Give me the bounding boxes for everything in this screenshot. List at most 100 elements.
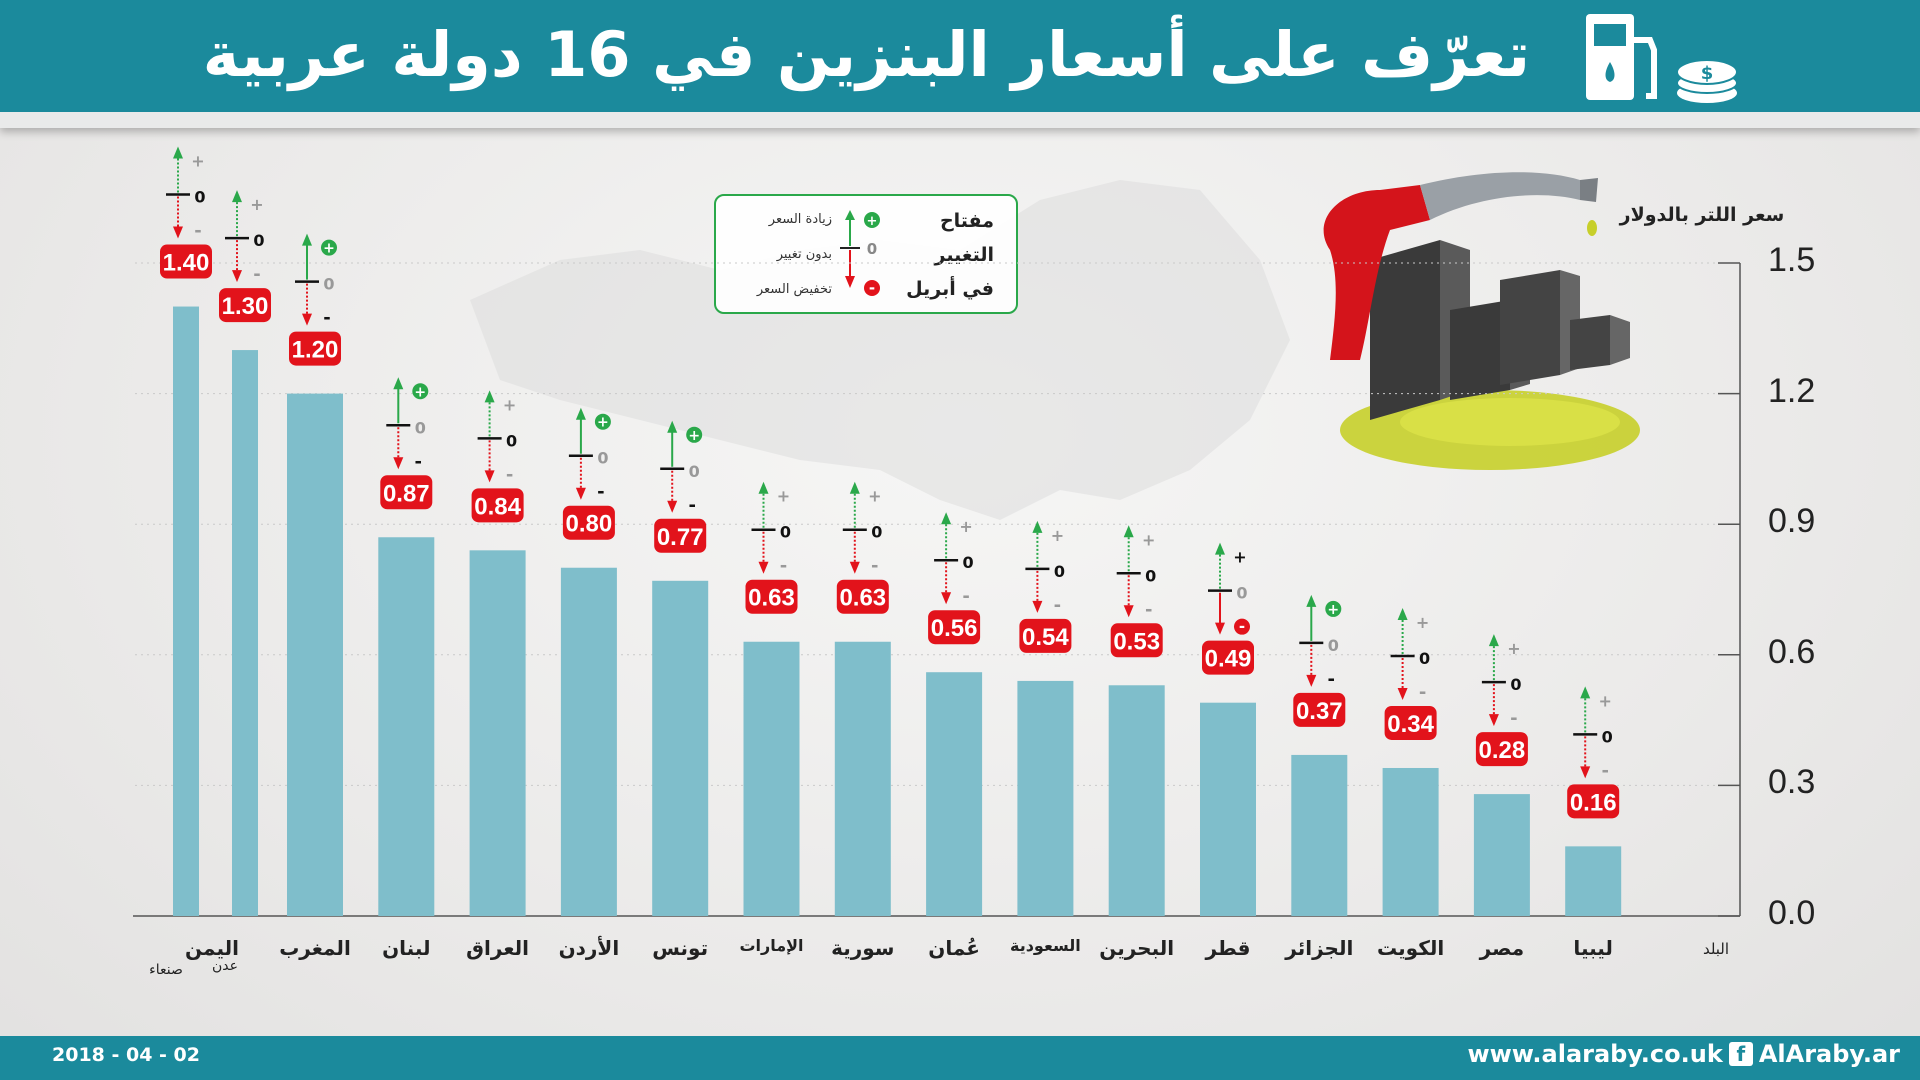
- legend-item-increase: زيادة السعر: [768, 212, 832, 227]
- zero-symbol: 0: [253, 231, 264, 250]
- decrease-symbol: -: [1239, 618, 1245, 636]
- legend-plus-text: +: [867, 214, 878, 229]
- category-label: المغرب: [279, 936, 351, 960]
- minus-symbol: -: [323, 308, 330, 329]
- fuel-nozzle-illustration: [1323, 172, 1640, 470]
- zero-symbol: 0: [194, 188, 205, 207]
- minus-symbol: -: [1601, 760, 1608, 781]
- bar: [1017, 680, 1074, 916]
- plus-symbol: +: [959, 517, 972, 536]
- bar: [173, 306, 199, 916]
- up-arrow-head: [1306, 594, 1317, 607]
- increase-symbol: +: [597, 415, 609, 431]
- page-title: تعرّف على أسعار البنزين في 16 دولة عربية: [202, 18, 1530, 91]
- legend-zero-text: 0: [867, 240, 877, 258]
- zero-symbol: 0: [1419, 649, 1430, 668]
- increase-badge: [321, 239, 337, 256]
- value-label: 0.63: [839, 585, 886, 612]
- value-label: 0.28: [1479, 737, 1526, 764]
- y-axis-label: سعر اللتر بالدولار: [1619, 204, 1785, 226]
- up-arrow-head: [393, 377, 404, 390]
- value-label-bg: [160, 244, 212, 279]
- value-label-bg: [1475, 732, 1528, 767]
- value-label-bg: [380, 475, 433, 510]
- legend-item-decrease: تخفيض السعر: [756, 282, 832, 297]
- increase-badge: [1325, 600, 1342, 617]
- value-label: 0.54: [1022, 624, 1069, 651]
- y-tick-label: 0.6: [1768, 632, 1816, 671]
- value-label-bg: [1019, 618, 1072, 653]
- legend-minus-text: -: [869, 279, 875, 297]
- zero-symbol: 0: [415, 418, 426, 437]
- value-label: 1.20: [292, 337, 339, 364]
- bar: [469, 550, 526, 916]
- facebook-link[interactable]: AlAraby.ar: [1758, 1040, 1900, 1068]
- coins-dollar-icon: $: [1676, 59, 1738, 103]
- increase-badge: [594, 413, 611, 430]
- footer-links: www.alaraby.co.uk f AlAraby.ar: [1467, 1040, 1900, 1068]
- value-label: 0.84: [474, 493, 521, 520]
- up-arrow-head: [232, 190, 242, 203]
- zero-symbol: 0: [1145, 566, 1156, 585]
- value-label-bg: [745, 579, 798, 614]
- minus-symbol: -: [415, 451, 422, 472]
- legend-plus-icon: [864, 212, 880, 228]
- footer-bar: [0, 1036, 1920, 1080]
- plus-symbol: +: [1416, 613, 1429, 632]
- zero-symbol: 0: [871, 523, 882, 542]
- increase-symbol: +: [1327, 602, 1339, 618]
- down-arrow-head: [173, 226, 183, 239]
- value-label: 0.87: [383, 480, 430, 507]
- legend-item-no-change: بدون تغيير: [776, 247, 832, 262]
- value-label-bg: [836, 579, 889, 614]
- category-label: السعودية: [1010, 936, 1081, 955]
- plus-symbol: +: [777, 487, 790, 506]
- increase-symbol: +: [414, 384, 426, 400]
- down-arrow-head: [941, 592, 952, 605]
- minus-symbol: -: [1419, 682, 1426, 703]
- value-label: 0.49: [1205, 646, 1252, 673]
- bar: [378, 537, 435, 916]
- down-arrow-head: [849, 561, 860, 574]
- bar: [834, 641, 891, 916]
- bar: [926, 672, 983, 916]
- down-arrow-head: [1488, 714, 1499, 727]
- increase-badge: [686, 426, 703, 443]
- fuel-pump-icon: [1586, 14, 1657, 100]
- bar: [1382, 767, 1439, 916]
- minus-symbol: -: [871, 556, 878, 577]
- up-arrow-head: [1488, 634, 1499, 647]
- value-label-bg: [928, 610, 981, 645]
- zero-symbol: 0: [1602, 727, 1613, 746]
- up-arrow-head: [1580, 686, 1591, 699]
- up-arrow-head: [667, 420, 678, 433]
- category-label: الكويت: [1376, 936, 1445, 960]
- bar: [743, 641, 800, 916]
- facebook-icon: f: [1728, 1042, 1753, 1066]
- y-tick-label: 1.2: [1768, 371, 1816, 410]
- plus-symbol: +: [868, 487, 881, 506]
- decrease-badge: [1234, 618, 1250, 635]
- value-label: 0.56: [931, 615, 978, 642]
- x-axis-label: البلد: [1702, 940, 1730, 958]
- up-arrow-head: [758, 481, 769, 494]
- category-label: الإمارات: [739, 936, 804, 955]
- zero-symbol: 0: [597, 449, 608, 468]
- zero-symbol: 0: [689, 462, 700, 481]
- category-label: العراق: [466, 936, 530, 960]
- minus-symbol: -: [506, 464, 513, 485]
- value-label: 0.53: [1113, 628, 1160, 655]
- zero-symbol: 0: [1054, 562, 1065, 581]
- header-strip: [0, 112, 1920, 128]
- website-link[interactable]: www.alaraby.co.uk: [1467, 1040, 1723, 1068]
- minus-symbol: -: [780, 556, 787, 577]
- svg-text:$: $: [1701, 63, 1714, 84]
- publish-date: 2018 - 04 - 02: [52, 1044, 200, 1066]
- plus-symbol: +: [1507, 639, 1520, 658]
- value-label-bg: [562, 505, 615, 540]
- down-arrow-head: [1397, 687, 1408, 700]
- value-label-bg: [1293, 692, 1346, 727]
- map-shape: [470, 180, 1290, 520]
- plus-symbol: +: [1233, 548, 1246, 567]
